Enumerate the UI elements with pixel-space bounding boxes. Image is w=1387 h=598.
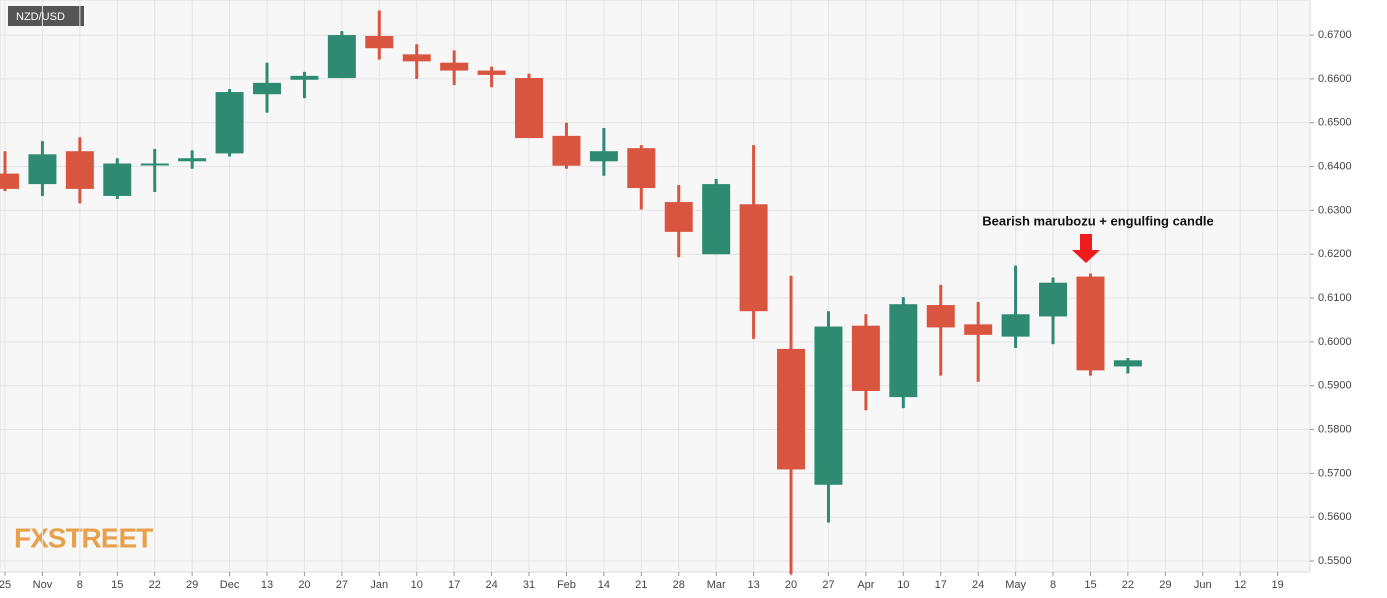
x-tick-label: 20 — [785, 579, 797, 591]
y-tick-label: 0.5700 — [1318, 467, 1352, 479]
y-tick-label: 0.6000 — [1318, 336, 1352, 348]
x-tick-label: 24 — [485, 579, 497, 591]
x-tick-label: 20 — [298, 579, 310, 591]
x-tick-label: 13 — [261, 579, 273, 591]
candle-body — [1039, 282, 1068, 317]
annotation: Bearish marubozu + engulfing candle — [982, 213, 1214, 228]
chart-title: NZD/USD — [16, 11, 65, 23]
candle-body — [0, 173, 19, 189]
x-tick-label: 17 — [935, 579, 947, 591]
candle-body — [290, 75, 319, 80]
x-tick-label: 8 — [1050, 579, 1056, 591]
candle-body — [627, 148, 656, 189]
candle-body — [103, 163, 132, 196]
x-tick-label: Nov — [33, 579, 53, 591]
x-tick-label: 12 — [1234, 579, 1246, 591]
x-tick-label: 29 — [1159, 579, 1171, 591]
candle-body — [1001, 314, 1030, 337]
x-tick-label: 28 — [673, 579, 685, 591]
candle-body — [140, 163, 169, 166]
candle-body — [552, 135, 581, 166]
x-tick-label: 19 — [1271, 579, 1283, 591]
y-tick-label: 0.6500 — [1318, 117, 1352, 129]
y-tick-label: 0.6700 — [1318, 29, 1352, 41]
candle-body — [178, 158, 207, 162]
candle-body — [702, 184, 731, 255]
x-tick-label: Apr — [857, 579, 874, 591]
x-tick-label: 15 — [111, 579, 123, 591]
x-tick-label: Jan — [370, 579, 388, 591]
x-tick-label: 14 — [598, 579, 610, 591]
candle-body — [65, 151, 94, 189]
y-tick-label: 0.5600 — [1318, 511, 1352, 523]
x-tick-label: 25 — [0, 579, 11, 591]
x-tick-label: 29 — [186, 579, 198, 591]
x-tick-label: 17 — [448, 579, 460, 591]
candle-body — [327, 35, 356, 79]
y-tick-label: 0.6300 — [1318, 204, 1352, 216]
y-tick-label: 0.5500 — [1318, 555, 1352, 567]
x-tick-label: 8 — [77, 579, 83, 591]
y-tick-label: 0.6200 — [1318, 248, 1352, 260]
candle-body — [365, 35, 394, 49]
x-tick-label: 13 — [747, 579, 759, 591]
y-tick-label: 0.5800 — [1318, 423, 1352, 435]
y-tick-label: 0.6600 — [1318, 73, 1352, 85]
x-tick-label: 21 — [635, 579, 647, 591]
x-tick-label: Jun — [1194, 579, 1212, 591]
candle-body — [477, 70, 506, 75]
candle-body — [964, 324, 993, 335]
candle-body — [739, 204, 768, 312]
x-tick-label: 24 — [972, 579, 984, 591]
title-badge — [8, 6, 84, 26]
plot-area — [0, 0, 1311, 573]
x-tick-label: 27 — [336, 579, 348, 591]
candle-body — [777, 348, 806, 470]
x-tick-label: 22 — [149, 579, 161, 591]
candle-body — [402, 54, 431, 62]
x-tick-label: Mar — [707, 579, 726, 591]
x-tick-label: 31 — [523, 579, 535, 591]
candle-body — [814, 326, 843, 485]
y-tick-label: 0.6100 — [1318, 292, 1352, 304]
candle-body — [1076, 276, 1105, 371]
candle-body — [1113, 360, 1142, 367]
candle-body — [28, 154, 57, 185]
candle-body — [889, 304, 918, 398]
y-tick-label: 0.6400 — [1318, 160, 1352, 172]
candle-body — [926, 305, 955, 328]
logo: FXSTREET — [14, 522, 153, 553]
candle-body — [851, 325, 880, 391]
x-tick-label: 10 — [411, 579, 423, 591]
x-tick-label: 22 — [1122, 579, 1134, 591]
x-tick-label: Dec — [220, 579, 240, 591]
candle-body — [589, 151, 618, 162]
candle-body — [515, 78, 544, 139]
candle-body — [253, 82, 282, 95]
candle-body — [215, 92, 244, 154]
candle-body — [440, 62, 469, 71]
x-tick-label: 27 — [822, 579, 834, 591]
y-tick-label: 0.5900 — [1318, 380, 1352, 392]
x-tick-label: 15 — [1084, 579, 1096, 591]
x-tick-label: Feb — [557, 579, 576, 591]
x-tick-label: 10 — [897, 579, 909, 591]
x-tick-label: May — [1005, 579, 1026, 591]
candle-body — [664, 202, 693, 232]
annotation-arrow — [1072, 234, 1100, 263]
